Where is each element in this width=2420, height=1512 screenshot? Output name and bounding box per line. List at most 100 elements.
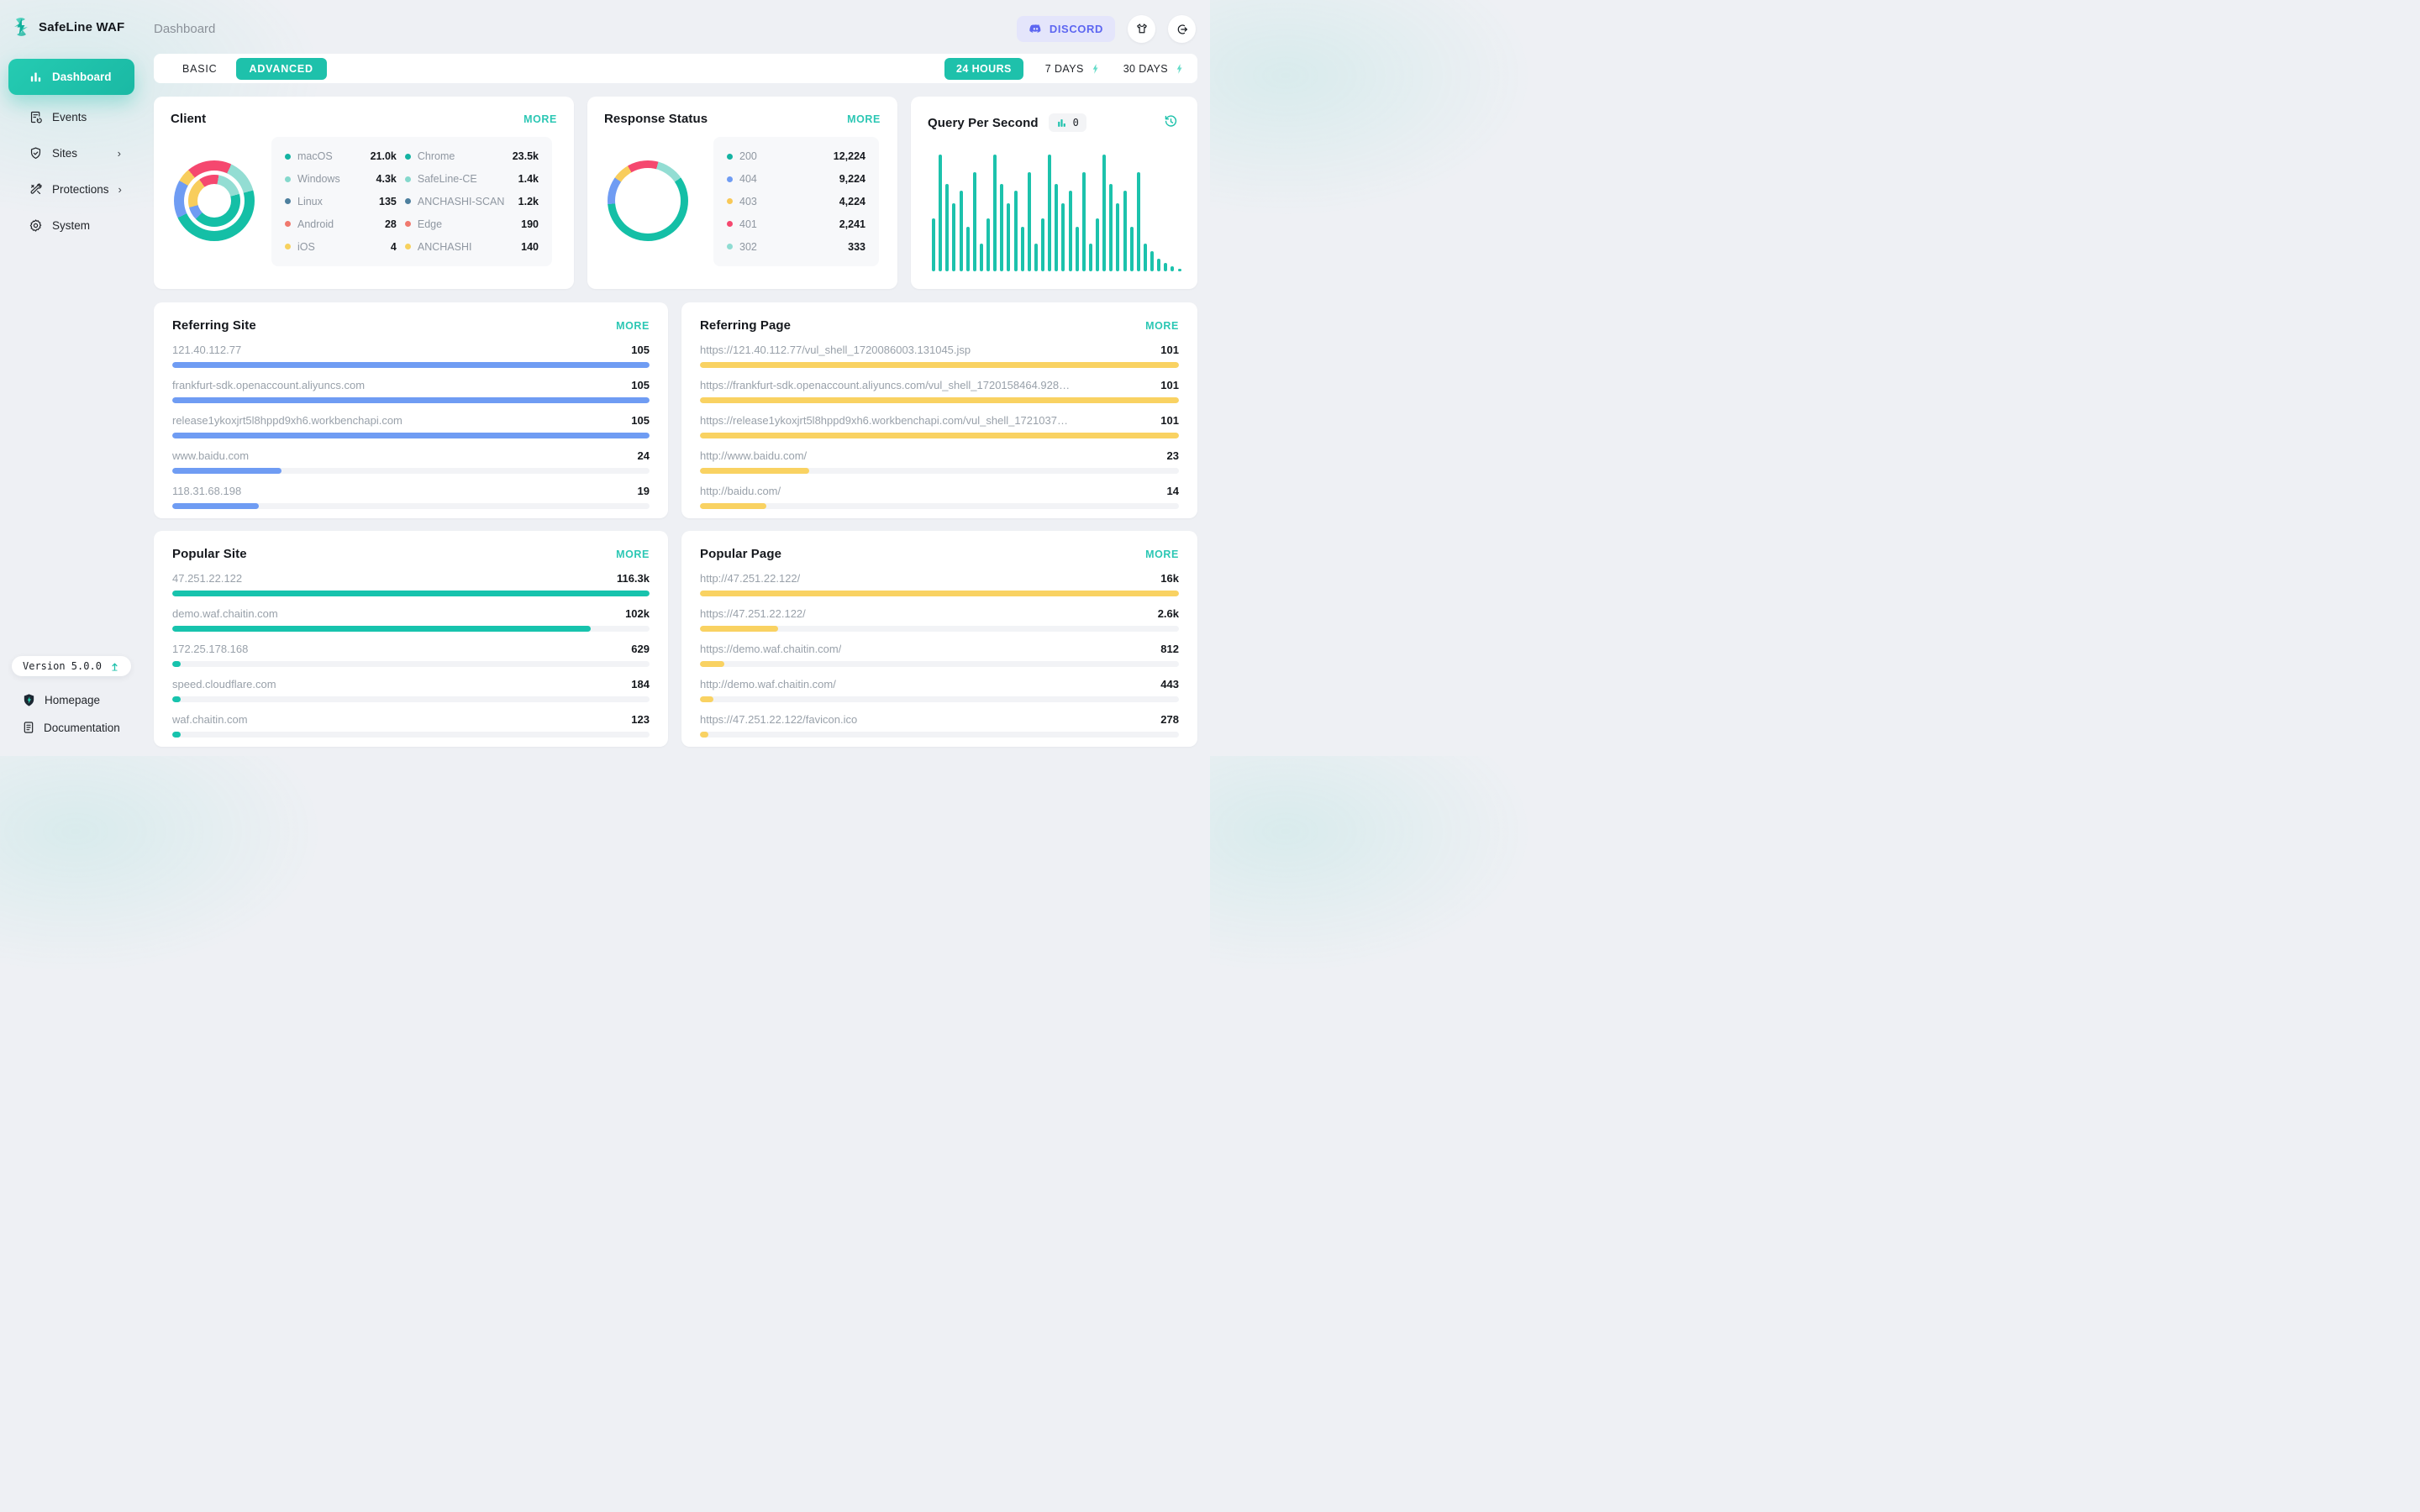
sidebar-item-label: System <box>52 219 91 232</box>
response-status-donut-chart <box>608 160 688 241</box>
legend-row: Android 28 <box>285 213 397 235</box>
legend-value: 23.5k <box>512 150 539 163</box>
qps-bar <box>1136 171 1140 271</box>
legend-label: 302 <box>739 240 757 253</box>
qps-bar <box>1048 155 1052 271</box>
progress-track <box>700 626 1179 632</box>
sidebar-item-system[interactable]: System <box>8 212 134 239</box>
progress-track <box>700 468 1179 474</box>
popular-page-more-link[interactable]: MORE <box>1145 548 1179 560</box>
legend-row: ANCHASHI 140 <box>404 235 539 258</box>
list-item: demo.waf.chaitin.com 102k <box>172 607 650 632</box>
list-item: https://demo.waf.chaitin.com/812 <box>700 643 1179 667</box>
documentation-link[interactable]: Documentation <box>12 714 144 741</box>
list-item-value: 278 <box>1160 713 1179 726</box>
list-item-label: https://47.251.22.122/ <box>700 607 806 620</box>
list-item-label: release1ykoxjrt5l8hppd9xh6.workbenchapi.… <box>172 414 402 427</box>
list-item-label: http://baidu.com/ <box>700 485 781 497</box>
qps-history-button[interactable] <box>1161 112 1181 134</box>
sidebar-item-label: Events <box>52 111 87 123</box>
referring-site-more-link[interactable]: MORE <box>616 319 650 332</box>
progress-fill <box>700 661 724 667</box>
legend-dot-icon <box>404 198 411 205</box>
legend-value: 333 <box>848 240 865 253</box>
sidebar-item-dashboard[interactable]: Dashboard <box>8 59 134 95</box>
range-7-days[interactable]: 7 DAYS <box>1045 63 1102 75</box>
legend-value: 4.3k <box>376 173 397 186</box>
progress-track <box>172 626 650 632</box>
legend-label: 404 <box>739 173 757 186</box>
legend-value: 2,241 <box>839 218 865 230</box>
legend-label: iOS <box>297 240 315 253</box>
sidebar-item-protections[interactable]: Protections › <box>8 176 134 203</box>
time-range-group: 24 HOURS 7 DAYS 30 DAYS <box>944 57 1186 80</box>
history-icon <box>1165 115 1177 127</box>
sidebar-item-events[interactable]: Events <box>8 103 134 131</box>
sidebar-item-label: Protections <box>52 183 109 196</box>
qps-bar <box>939 155 943 271</box>
legend-value: 4 <box>390 240 397 253</box>
mini-bar-chart-icon <box>1057 118 1065 127</box>
range-label: 30 DAYS <box>1123 62 1168 75</box>
range-30-days[interactable]: 30 DAYS <box>1123 63 1186 75</box>
progress-track <box>700 503 1179 509</box>
tab-advanced[interactable]: ADVANCED <box>235 57 327 80</box>
homepage-link[interactable]: Homepage <box>12 686 144 714</box>
event-log-icon <box>30 111 42 123</box>
list-item-value: 102k <box>625 607 650 620</box>
lightning-icon <box>1092 63 1098 74</box>
legend-value: 12,224 <box>833 150 865 163</box>
legend-label: 401 <box>739 218 757 230</box>
popular-site-more-link[interactable]: MORE <box>616 548 650 560</box>
list-item-value: 629 <box>631 643 650 655</box>
merch-button[interactable] <box>1128 15 1155 43</box>
qps-bar <box>1088 243 1092 271</box>
client-more-link[interactable]: MORE <box>523 113 557 125</box>
qps-bar <box>1129 227 1134 271</box>
legend-label: macOS <box>297 150 333 163</box>
referring-site-card: Referring Site MORE 121.40.112.77 105 fran… <box>154 302 668 518</box>
legend-label: Linux <box>297 195 323 207</box>
sidebar-item-sites[interactable]: Sites › <box>8 139 134 167</box>
legend-row: Windows 4.3k <box>285 168 397 191</box>
progress-fill <box>172 591 650 596</box>
qps-bar <box>1007 203 1011 271</box>
list-item: https://121.40.112.77/vul_shell_17200860… <box>700 344 1179 368</box>
tshirt-icon <box>1136 23 1147 33</box>
lightning-icon <box>1176 63 1182 74</box>
list-item-label: demo.waf.chaitin.com <box>172 607 278 620</box>
legend-dot-icon <box>727 244 733 250</box>
response-status-more-link[interactable]: MORE <box>847 113 881 125</box>
response-status-card: Response Status MORE 200 12,224 404 9,224 40… <box>587 97 897 289</box>
qps-bar <box>1096 218 1099 271</box>
client-donut-chart <box>174 160 255 241</box>
discord-button[interactable]: DISCORD <box>1016 16 1115 42</box>
legend-label: 403 <box>739 195 757 207</box>
qps-bar <box>945 183 950 271</box>
donut-hole <box>615 168 681 234</box>
progress-track <box>700 732 1179 738</box>
version-badge[interactable]: Version 5.0.0 <box>12 656 131 676</box>
progress-fill <box>172 696 182 702</box>
referring-page-more-link[interactable]: MORE <box>1145 319 1179 332</box>
qps-current-value: 0 <box>1072 117 1079 129</box>
client-card-title: Client <box>171 112 207 126</box>
range-24-hours[interactable]: 24 HOURS <box>944 57 1023 80</box>
legend-label: Edge <box>417 218 443 230</box>
qps-bar <box>1061 203 1065 271</box>
qps-bar <box>1102 155 1107 271</box>
logout-icon <box>1177 24 1187 34</box>
legend-row: 302 333 <box>727 235 865 258</box>
app-logo: SafeLine WAF <box>11 17 124 37</box>
breadcrumb: Dashboard <box>154 22 216 36</box>
logout-button[interactable] <box>1168 15 1196 43</box>
app-title: SafeLine WAF <box>39 19 125 34</box>
progress-track <box>700 433 1179 438</box>
discord-label: DISCORD <box>1049 23 1103 35</box>
tab-basic[interactable]: BASIC <box>172 58 228 80</box>
legend-row: 403 4,224 <box>727 191 865 213</box>
shield-check-icon <box>30 147 41 160</box>
progress-track <box>172 732 650 738</box>
progress-track <box>700 661 1179 667</box>
list-item-value: 184 <box>631 678 650 690</box>
